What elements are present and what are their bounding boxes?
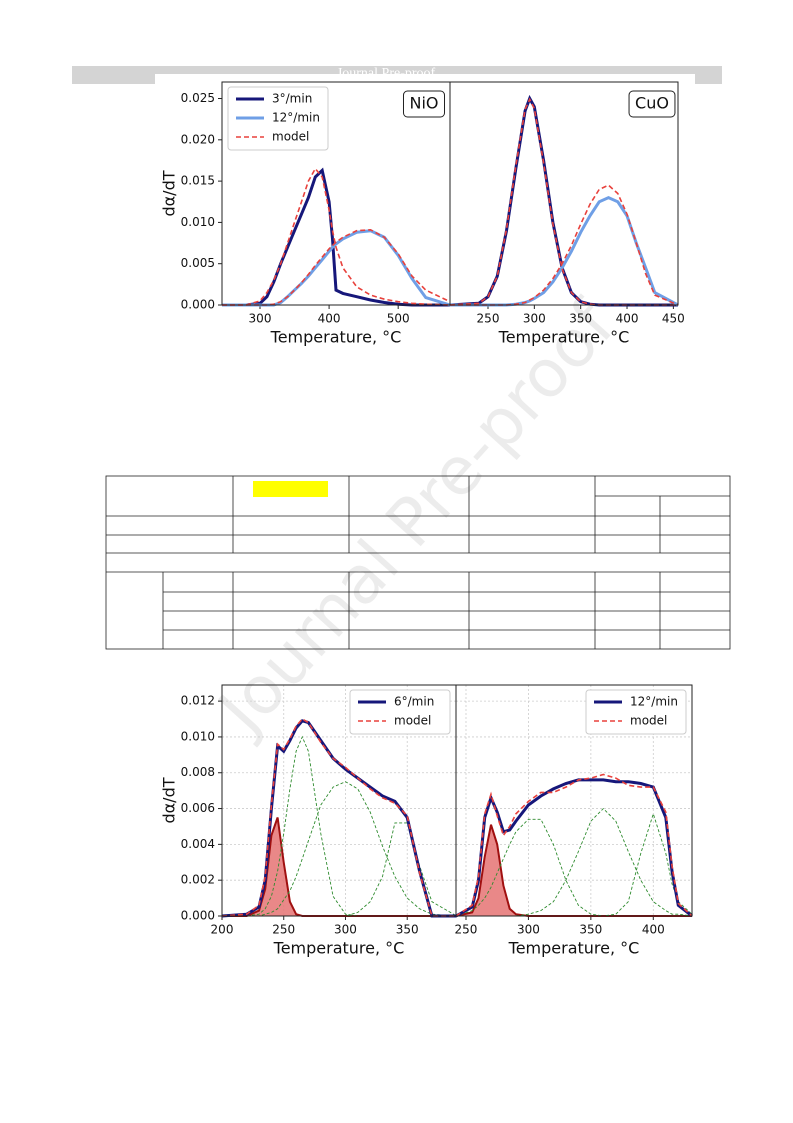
- header-cover: [155, 74, 695, 86]
- x-tick-label: 300: [249, 312, 272, 326]
- x-tick-label: 350: [396, 923, 419, 937]
- x-tick-label: 200: [211, 923, 234, 937]
- x-tick-label: 350: [569, 312, 592, 326]
- x-axis-label: Temperature, °C: [508, 939, 640, 958]
- y-tick-label: 0.025: [181, 91, 215, 105]
- y-tick-label: 0.012: [181, 694, 215, 708]
- legend-label: 12°/min: [630, 695, 678, 709]
- series-line: [222, 228, 451, 306]
- legend-box: [227, 86, 329, 151]
- panel-tag-box: [628, 90, 676, 118]
- legend-label: model: [272, 130, 309, 144]
- x-tick-label: 400: [642, 923, 665, 937]
- x-tick-label: 400: [318, 312, 341, 326]
- x-axis-label: Temperature, °C: [270, 328, 402, 347]
- legend-label: model: [394, 714, 431, 728]
- y-tick-label: 0.005: [181, 256, 215, 270]
- legend-label: 12°/min: [272, 111, 320, 125]
- y-tick-label: 0.000: [181, 909, 215, 923]
- component-curve: [456, 812, 693, 917]
- x-tick-label: 400: [616, 312, 639, 326]
- y-tick-label: 0.015: [181, 174, 215, 188]
- series-line: [449, 94, 678, 307]
- peak-area: [456, 824, 692, 916]
- highlight: [253, 481, 328, 497]
- x-axis-label: Temperature, °C: [498, 328, 630, 347]
- y-tick-label: 0.000: [181, 298, 215, 312]
- x-axis-label: Temperature, °C: [273, 939, 405, 958]
- x-tick-label: 250: [272, 923, 295, 937]
- panel-tag: NiO: [409, 94, 438, 113]
- table: [105, 475, 731, 650]
- peak-edge: [222, 817, 457, 917]
- x-tick-label: 250: [477, 312, 500, 326]
- y-tick-label: 0.010: [181, 729, 215, 743]
- y-tick-label: 0.010: [181, 215, 215, 229]
- series-line: [455, 773, 693, 917]
- legend-label: model: [630, 714, 667, 728]
- series-line: [450, 195, 679, 307]
- panel-tag-box: [402, 90, 446, 118]
- panel-tag: CuO: [635, 94, 669, 113]
- plot-frame: [455, 684, 693, 917]
- peak-area: [222, 817, 457, 916]
- y-tick-label: 0.002: [181, 873, 215, 887]
- series-line: [455, 778, 693, 918]
- legend-label: 3°/min: [272, 92, 312, 106]
- x-tick-label: 500: [387, 312, 410, 326]
- x-tick-label: 250: [455, 923, 478, 937]
- x-tick-label: 300: [334, 923, 357, 937]
- x-tick-label: 450: [662, 312, 685, 326]
- series-line: [221, 719, 457, 918]
- series-line: [222, 167, 450, 307]
- y-tick-label: 0.020: [181, 132, 215, 146]
- watermark: Journal Pre-proof: [202, 286, 631, 750]
- y-axis-label: dα/dT: [160, 170, 179, 216]
- component-curve: [222, 822, 457, 917]
- y-tick-label: 0.006: [181, 801, 215, 815]
- component-curve: [456, 807, 693, 917]
- y-tick-label: 0.008: [181, 765, 215, 779]
- y-tick-label: 0.004: [181, 837, 215, 851]
- x-tick-label: 300: [523, 312, 546, 326]
- series-line: [222, 167, 451, 306]
- x-tick-label: 350: [579, 923, 602, 937]
- y-axis-label: dα/dT: [160, 777, 179, 823]
- plot-frame: [449, 81, 679, 306]
- legend-label: 6°/min: [394, 695, 434, 709]
- series-line: [221, 717, 457, 917]
- component-curve: [222, 781, 457, 917]
- series-line: [450, 184, 679, 306]
- x-tick-label: 300: [517, 923, 540, 937]
